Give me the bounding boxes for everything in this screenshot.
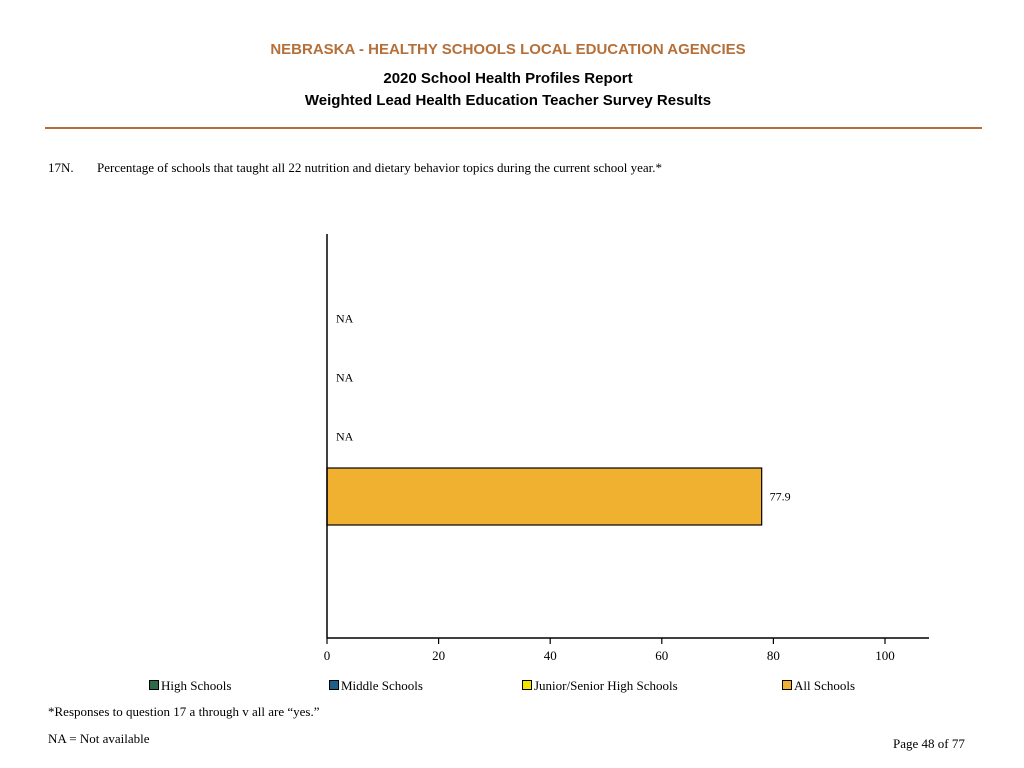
report-title: NEBRASKA - HEALTHY SCHOOLS LOCAL EDUCATI…: [270, 41, 746, 58]
x-tick-label: 20: [432, 648, 445, 663]
legend-swatch-all-schools: [782, 680, 792, 690]
legend-label: Junior/Senior High Schools: [534, 678, 678, 693]
x-tick-label: 40: [544, 648, 557, 663]
data-label-middle-schools: NA: [336, 371, 354, 385]
question-text: Percentage of schools that taught all 22…: [97, 160, 662, 175]
footnote-na: NA = Not available: [48, 731, 150, 746]
header-divider: [45, 127, 982, 129]
data-label-high-schools: NA: [336, 312, 354, 326]
page-number: Page 48 of 77: [893, 736, 965, 751]
survey-subtitle: Weighted Lead Health Education Teacher S…: [304, 92, 712, 109]
legend-item-junior-senior-high-schools: Junior/Senior High Schools: [522, 678, 678, 694]
footnote-responses: *Responses to question 17 a through v al…: [48, 704, 320, 719]
bar-all-schools: [326, 467, 763, 526]
x-tick-label: 0: [324, 648, 331, 663]
legend-swatch-junior-senior-high-schools: [522, 680, 532, 690]
x-tick-label: 80: [767, 648, 780, 663]
legend-label: Middle Schools: [341, 678, 423, 693]
data-label-junior-senior-high-schools: NA: [336, 430, 354, 444]
legend-item-middle-schools: Middle Schools: [329, 678, 423, 694]
legend-label: All Schools: [794, 678, 856, 693]
x-tick-label: 60: [655, 648, 668, 663]
data-label-all-schools: 77.9: [770, 490, 791, 504]
legend-item-all-schools: All Schools: [782, 678, 855, 694]
legend-label: High Schools: [161, 678, 232, 693]
legend-swatch-high-schools: [149, 680, 159, 690]
report-subtitle: 2020 School Health Profiles Report: [383, 70, 633, 87]
legend-swatch-middle-schools: [329, 680, 339, 690]
legend-item-high-schools: High Schools: [149, 678, 231, 694]
question-number: 17N.: [48, 160, 74, 175]
x-tick-label: 100: [875, 648, 895, 663]
